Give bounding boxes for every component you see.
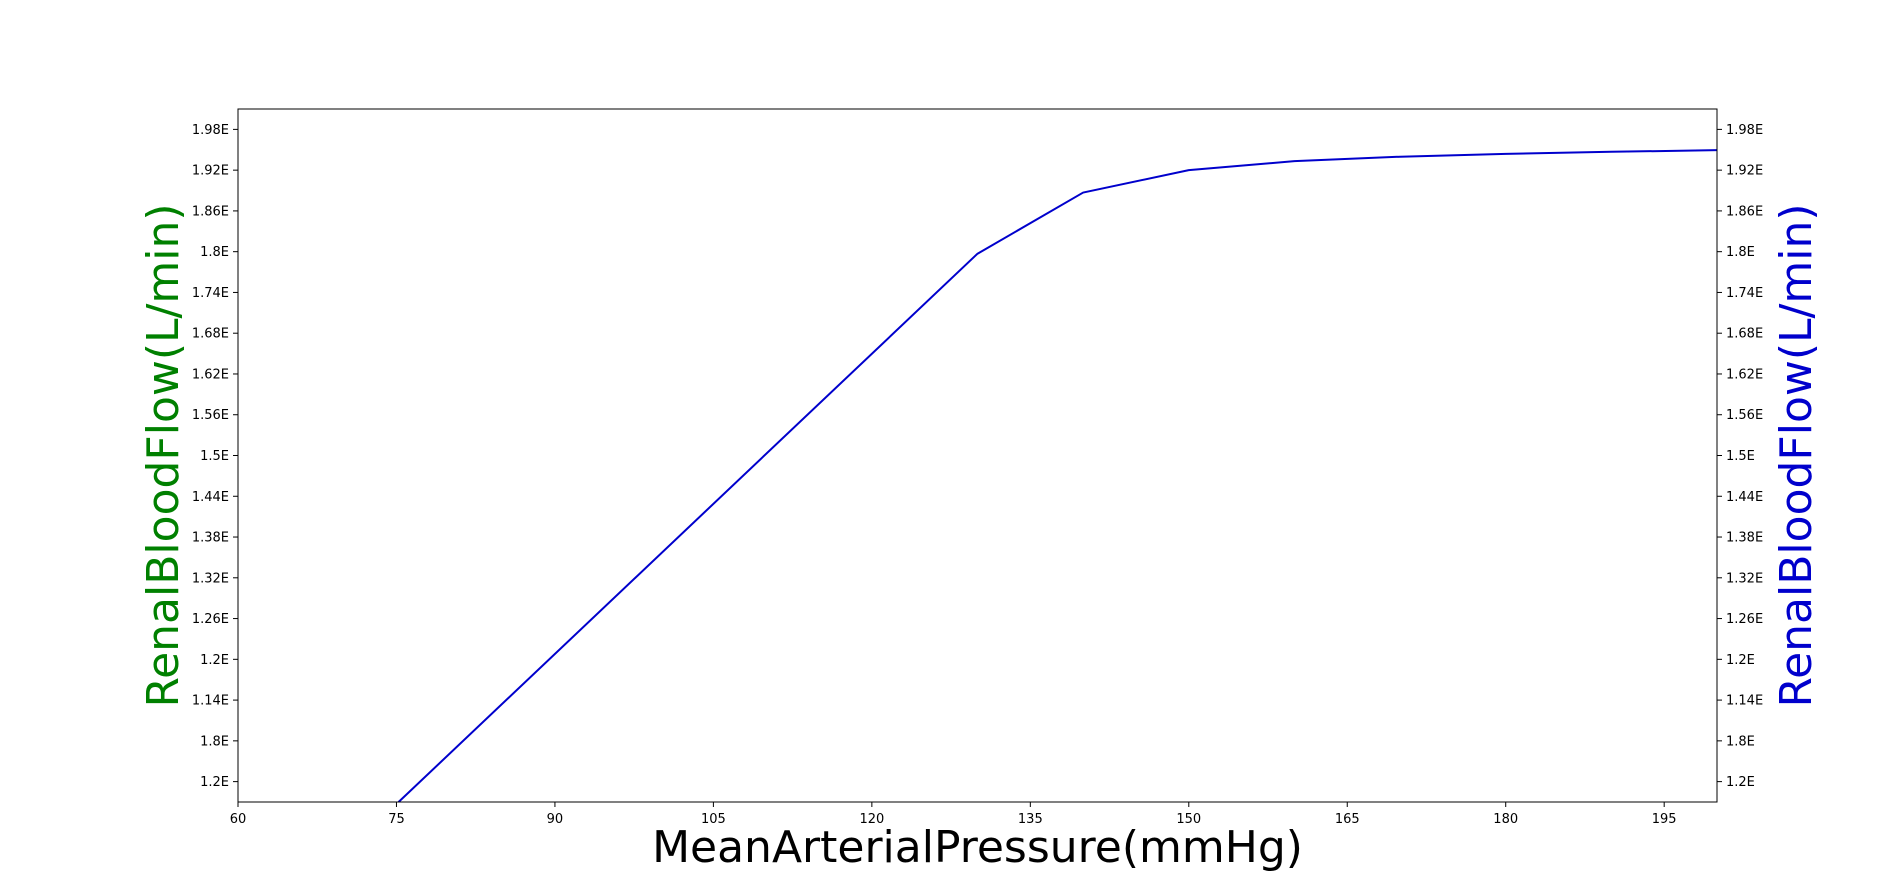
y-tick-label-left: 1.92E bbox=[192, 164, 229, 179]
y-tick-label-left: 1.62E bbox=[192, 367, 229, 382]
y-tick-label-right: 1.14E bbox=[1726, 694, 1763, 709]
y-tick-label-right: 1.74E bbox=[1726, 286, 1763, 301]
y-tick-label-right: 1.56E bbox=[1726, 408, 1763, 423]
x-tick-label: 195 bbox=[1652, 812, 1677, 827]
y-tick-label-left: 1.74E bbox=[192, 286, 229, 301]
y-tick-label-left: 1.44E bbox=[192, 490, 229, 505]
x-tick-label: 150 bbox=[1176, 812, 1201, 827]
y-tick-label-left: 1.56E bbox=[192, 408, 229, 423]
x-tick-label: 135 bbox=[1018, 812, 1043, 827]
x-tick-label: 60 bbox=[230, 812, 247, 827]
y-tick-label-left: 1.98E bbox=[192, 123, 229, 138]
plot-series-group bbox=[397, 149, 1717, 802]
y-tick-label-left: 1.5E bbox=[200, 449, 229, 464]
y-tick-label-right: 1.62E bbox=[1726, 367, 1763, 382]
y-axis-title-right: RenalBloodFlow(L/min) bbox=[1771, 203, 1822, 707]
y-tick-label-right: 1.92E bbox=[1726, 164, 1763, 179]
x-tick-label: 75 bbox=[388, 812, 405, 827]
y-tick-group-left: 1.2E 1.8E 1.14E 1.2E 1.26E 1.32E 1.38E 1.44E 1.5… bbox=[192, 123, 238, 790]
y-tick-label-right: 1.32E bbox=[1726, 571, 1763, 586]
x-tick-label: 165 bbox=[1335, 812, 1360, 827]
x-tick-group: 60 75 90 105 120 135 150 165 180 195 bbox=[230, 802, 1677, 827]
y-tick-label-right: 1.26E bbox=[1726, 612, 1763, 627]
x-tick-label: 105 bbox=[701, 812, 726, 827]
y-tick-label-left: 1.8E bbox=[200, 734, 229, 749]
y-tick-label-left: 1.26E bbox=[192, 612, 229, 627]
y-tick-label-left: 1.86E bbox=[192, 204, 229, 219]
x-tick-label: 180 bbox=[1493, 812, 1518, 827]
y-tick-label-right: 1.8E bbox=[1726, 734, 1755, 749]
x-tick-label: 120 bbox=[859, 812, 884, 827]
y-tick-label-left: 1.2E bbox=[200, 775, 229, 790]
y-tick-label-left: 1.2E bbox=[200, 653, 229, 668]
x-tick-label: 90 bbox=[547, 812, 564, 827]
y-tick-label-left: 1.38E bbox=[192, 531, 229, 546]
y-tick-label-right: 1.2E bbox=[1726, 653, 1755, 668]
y-tick-label-left: 1.8E bbox=[200, 245, 229, 260]
y-tick-label-right: 1.5E bbox=[1726, 449, 1755, 464]
y-axis-title-left: RenalBloodFlow(L/min) bbox=[138, 203, 189, 707]
y-tick-label-right: 1.38E bbox=[1726, 531, 1763, 546]
y-tick-label-right: 1.98E bbox=[1726, 123, 1763, 138]
y-tick-label-right: 1.44E bbox=[1726, 490, 1763, 505]
y-tick-label-right: 1.2E bbox=[1726, 775, 1755, 790]
y-tick-label-right: 1.86E bbox=[1726, 204, 1763, 219]
y-tick-group-right: 1.2E 1.8E 1.14E 1.2E 1.26E 1.32E 1.38E 1.44E 1.5… bbox=[1717, 123, 1763, 790]
plot-frame bbox=[237, 108, 1718, 803]
x-axis-title: MeanArterialPressure(mmHg) bbox=[652, 822, 1303, 873]
y-tick-label-left: 1.14E bbox=[192, 694, 229, 709]
y-tick-label-right: 1.8E bbox=[1726, 245, 1755, 260]
y-tick-label-left: 1.32E bbox=[192, 571, 229, 586]
y-tick-label-right: 1.68E bbox=[1726, 327, 1763, 342]
series-line bbox=[397, 149, 1717, 802]
y-tick-label-left: 1.68E bbox=[192, 327, 229, 342]
